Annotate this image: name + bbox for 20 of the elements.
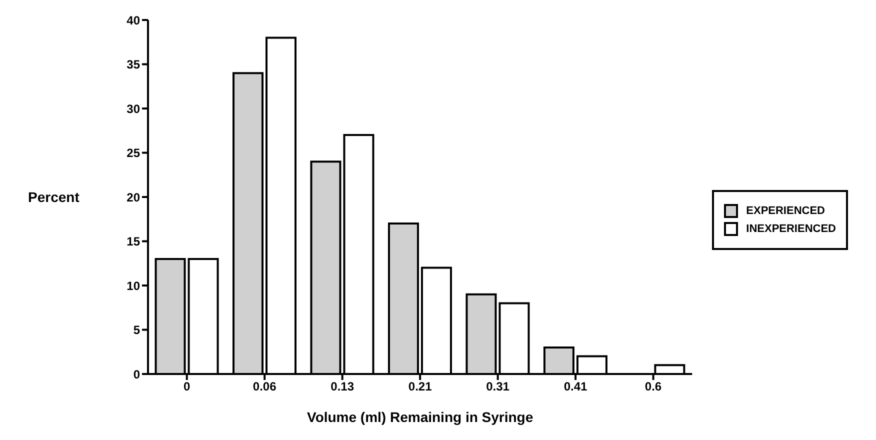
y-tick-label: 15 bbox=[126, 234, 140, 249]
x-tick-label: 0 bbox=[184, 380, 191, 394]
x-tick-label: 0.13 bbox=[330, 380, 354, 394]
x-tick-label: 0.6 bbox=[644, 380, 662, 394]
y-tick-label: 5 bbox=[133, 323, 140, 338]
y-tick-label: 35 bbox=[126, 58, 140, 72]
y-tick-label: 0 bbox=[133, 367, 140, 382]
x-tick-label: 0.06 bbox=[252, 380, 277, 394]
legend-label: INEXPERIENCED bbox=[746, 223, 836, 235]
x-tick-label: 0.41 bbox=[564, 380, 588, 394]
y-tick-label: 40 bbox=[126, 13, 140, 28]
legend-label: EXPERIENCED bbox=[746, 205, 825, 217]
y-tick-label: 25 bbox=[126, 146, 140, 160]
x-axis-title: Volume (ml) Remaining in Syringe bbox=[307, 409, 534, 425]
x-tick-label: 0.21 bbox=[408, 380, 432, 394]
y-tick-label: 20 bbox=[126, 190, 140, 204]
y-tick-label: 10 bbox=[126, 278, 140, 293]
x-tick-label: 0.31 bbox=[486, 380, 510, 394]
y-axis-title: Percent bbox=[28, 188, 80, 205]
y-tick-label: 30 bbox=[126, 102, 140, 116]
